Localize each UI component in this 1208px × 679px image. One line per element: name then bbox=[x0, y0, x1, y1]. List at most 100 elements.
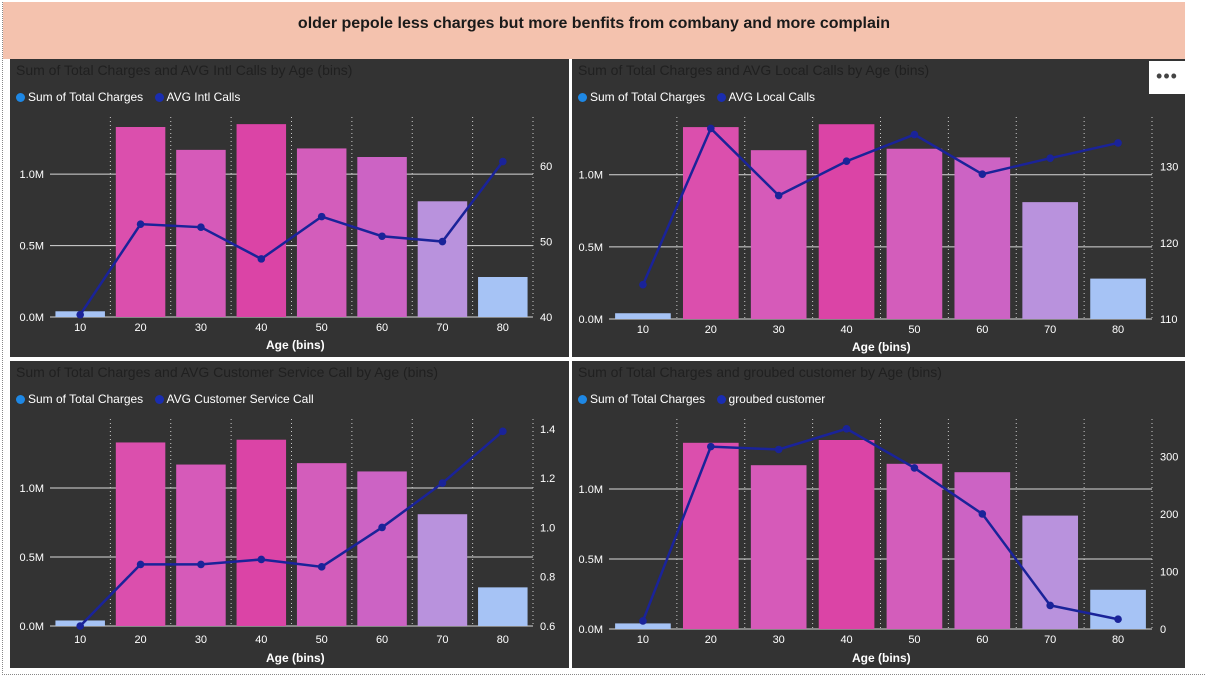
y-tick-label-left: 0.5M bbox=[579, 242, 603, 254]
line-point bbox=[76, 622, 84, 630]
series-line bbox=[79, 430, 504, 627]
legend-marker bbox=[16, 395, 25, 404]
x-tick-label: 40 bbox=[840, 324, 852, 336]
y-tick-label-right: 200 bbox=[1160, 509, 1178, 521]
line-point bbox=[707, 442, 715, 451]
bar bbox=[615, 623, 671, 629]
legend-label: Sum of Total Charges bbox=[28, 392, 144, 406]
line-point bbox=[774, 191, 783, 200]
chart-title: Sum of Total Charges and groubed custome… bbox=[578, 364, 942, 380]
x-tick-label: 40 bbox=[840, 634, 852, 646]
chart-panel-local-calls[interactable]: Sum of Total Charges and AVG Local Calls… bbox=[572, 59, 1185, 357]
legend-marker bbox=[154, 395, 164, 404]
line-point bbox=[438, 479, 447, 487]
y-tick-label-right: 110 bbox=[1160, 314, 1178, 326]
line-point bbox=[136, 560, 145, 569]
line-point bbox=[639, 280, 647, 289]
chart-panel-grouped-customer[interactable]: Sum of Total Charges and groubed custome… bbox=[572, 361, 1185, 668]
line-point bbox=[317, 212, 326, 221]
x-tick-label: 50 bbox=[316, 322, 328, 334]
line-point bbox=[378, 232, 386, 241]
line-point bbox=[842, 424, 851, 433]
line-point bbox=[136, 220, 145, 228]
chart-panel-customer-service[interactable]: Sum of Total Charges and AVG Customer Se… bbox=[10, 361, 569, 668]
y-tick-label-left: 0.0M bbox=[579, 624, 603, 636]
line-point bbox=[257, 555, 266, 564]
x-tick-label: 80 bbox=[1112, 324, 1124, 336]
legend-marker bbox=[578, 395, 587, 404]
line-point bbox=[257, 255, 266, 263]
line-point bbox=[378, 523, 386, 532]
x-tick-label: 60 bbox=[976, 634, 988, 646]
x-tick-label: 40 bbox=[255, 634, 267, 646]
legend-item-sum-total-charges[interactable]: Sum of Total Charges bbox=[578, 90, 705, 104]
bar bbox=[954, 157, 1011, 319]
legend-label: AVG Local Calls bbox=[728, 90, 815, 104]
y-tick-label-left: 0.5M bbox=[20, 241, 44, 253]
bar bbox=[115, 442, 166, 626]
legend-label: Sum of Total Charges bbox=[590, 90, 706, 104]
x-tick-label: 50 bbox=[316, 634, 328, 646]
chart-legend: Sum of Total Charges AVG Customer Servic… bbox=[16, 392, 322, 406]
legend-item-sum-total-charges[interactable]: Sum of Total Charges bbox=[16, 392, 143, 406]
y-tick-label-right: 50 bbox=[540, 237, 552, 249]
x-axis-title: Age (bins) bbox=[266, 338, 325, 352]
x-tick-label: 20 bbox=[134, 634, 146, 646]
y-tick-label-left: 1.0M bbox=[579, 484, 603, 496]
x-tick-label: 30 bbox=[195, 634, 207, 646]
x-tick-label: 70 bbox=[436, 634, 448, 646]
x-tick-label: 60 bbox=[376, 322, 388, 334]
y-tick-label-left: 1.0M bbox=[579, 170, 603, 182]
y-tick-label-right: 1.4 bbox=[540, 424, 555, 436]
legend-item-sum-total-charges[interactable]: Sum of Total Charges bbox=[16, 90, 143, 104]
x-tick-label: 30 bbox=[773, 634, 785, 646]
y-tick-label-left: 0.5M bbox=[579, 554, 603, 566]
bar bbox=[1090, 589, 1146, 629]
chart-panel-intl-calls[interactable]: Sum of Total Charges and AVG Intl Calls … bbox=[10, 59, 569, 357]
legend-marker bbox=[716, 93, 726, 102]
y-tick-label-right: 130 bbox=[1160, 162, 1178, 174]
line-point bbox=[1114, 139, 1122, 147]
legend-item-avg[interactable]: groubed customer bbox=[716, 392, 826, 406]
chart-legend: Sum of Total Charges groubed customer bbox=[578, 392, 833, 406]
bar bbox=[478, 277, 528, 317]
line-point bbox=[978, 510, 987, 518]
x-tick-label: 80 bbox=[497, 634, 509, 646]
bar bbox=[682, 442, 739, 629]
legend-item-avg[interactable]: AVG Intl Calls bbox=[154, 90, 240, 104]
x-tick-label: 60 bbox=[976, 324, 988, 336]
line-point bbox=[438, 237, 447, 246]
x-tick-label: 30 bbox=[195, 322, 207, 334]
bar bbox=[236, 124, 287, 318]
legend-item-avg[interactable]: AVG Customer Service Call bbox=[154, 392, 314, 406]
x-tick-label: 40 bbox=[255, 322, 267, 334]
more-options-button[interactable]: ••• bbox=[1149, 61, 1185, 94]
chart-legend: Sum of Total Charges AVG Intl Calls bbox=[16, 90, 248, 104]
y-tick-label-right: 300 bbox=[1160, 451, 1178, 463]
chart-title: Sum of Total Charges and AVG Local Calls… bbox=[578, 62, 930, 78]
legend-item-avg[interactable]: AVG Local Calls bbox=[716, 90, 815, 104]
bar bbox=[236, 439, 287, 626]
bar bbox=[296, 463, 347, 626]
x-tick-label: 10 bbox=[637, 324, 649, 336]
line-point bbox=[197, 560, 205, 569]
series-line bbox=[641, 126, 1119, 286]
bar bbox=[886, 463, 943, 629]
y-tick-label-right: 1.2 bbox=[540, 473, 555, 485]
legend-marker bbox=[716, 395, 726, 404]
y-tick-label-left: 1.0M bbox=[20, 483, 44, 495]
series-line bbox=[641, 427, 1119, 622]
x-tick-label: 30 bbox=[773, 324, 785, 336]
y-tick-label-right: 120 bbox=[1160, 238, 1178, 250]
y-tick-label-right: 0 bbox=[1160, 624, 1166, 636]
line-point bbox=[1046, 154, 1054, 162]
line-point bbox=[978, 170, 987, 178]
legend-item-sum-total-charges[interactable]: Sum of Total Charges bbox=[578, 392, 705, 406]
line-point bbox=[197, 223, 205, 231]
banner-title: older pepole less charges but more benfi… bbox=[297, 15, 891, 32]
legend-marker bbox=[16, 93, 25, 102]
x-axis-title: Age (bins) bbox=[852, 651, 911, 665]
y-tick-label-right: 100 bbox=[1160, 566, 1178, 578]
legend-label: groubed customer bbox=[728, 392, 826, 406]
